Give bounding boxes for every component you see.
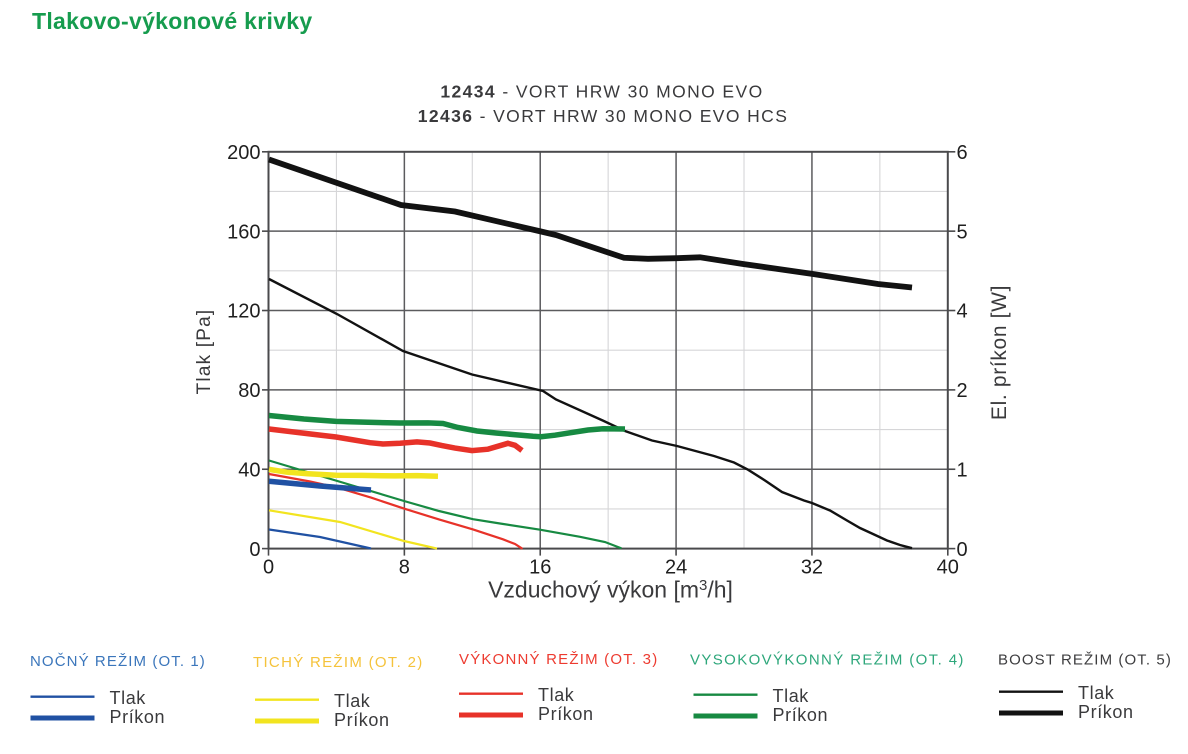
svg-text:El. príkon [W]: El. príkon [W]: [988, 285, 1011, 420]
svg-text:12436 - VORT HRW 30 MONO EVO H: 12436 - VORT HRW 30 MONO EVO HCS: [418, 106, 789, 126]
svg-text:Príkon: Príkon: [110, 707, 166, 727]
svg-text:VYSOKOVÝKONNÝ REŽIM (OT. 4): VYSOKOVÝKONNÝ REŽIM (OT. 4): [690, 652, 965, 669]
svg-text:120: 120: [227, 301, 260, 323]
svg-text:1: 1: [957, 459, 968, 481]
svg-text:Vzduchový výkon [m3/h]: Vzduchový výkon [m3/h]: [488, 577, 733, 603]
svg-text:NOČNÝ REŽIM (OT. 1): NOČNÝ REŽIM (OT. 1): [30, 653, 206, 670]
svg-text:Tlak: Tlak: [334, 691, 371, 711]
svg-text:12434 - VORT HRW 30 MONO EVO: 12434 - VORT HRW 30 MONO EVO: [440, 82, 763, 102]
svg-text:Tlak: Tlak: [773, 686, 810, 706]
svg-text:Príkon: Príkon: [1078, 702, 1134, 722]
svg-text:Tlak: Tlak: [538, 685, 575, 705]
svg-text:24: 24: [665, 557, 687, 579]
svg-text:Tlak [Pa]: Tlak [Pa]: [194, 309, 215, 395]
svg-text:8: 8: [399, 557, 410, 579]
svg-text:VÝKONNÝ REŽIM (OT. 3): VÝKONNÝ REŽIM (OT. 3): [459, 651, 658, 668]
svg-text:160: 160: [227, 221, 260, 243]
svg-text:2: 2: [957, 380, 968, 402]
svg-text:0: 0: [249, 539, 260, 561]
svg-text:Príkon: Príkon: [334, 710, 390, 730]
svg-text:Tlak: Tlak: [1078, 683, 1115, 703]
svg-text:40: 40: [238, 459, 260, 481]
svg-text:4: 4: [957, 301, 968, 323]
svg-text:40: 40: [937, 557, 959, 579]
svg-text:0: 0: [263, 557, 274, 579]
svg-text:32: 32: [801, 557, 823, 579]
svg-text:Príkon: Príkon: [773, 705, 829, 725]
svg-text:TICHÝ REŽIM (OT. 2): TICHÝ REŽIM (OT. 2): [253, 654, 424, 671]
svg-text:0: 0: [957, 539, 968, 561]
svg-text:16: 16: [529, 557, 551, 579]
svg-text:80: 80: [238, 380, 260, 402]
svg-text:200: 200: [227, 142, 260, 164]
svg-text:Príkon: Príkon: [538, 704, 594, 724]
svg-text:BOOST REŽIM (OT. 5): BOOST REŽIM (OT. 5): [998, 652, 1172, 669]
svg-text:6: 6: [957, 142, 968, 164]
svg-text:Tlakovo-výkonové krivky: Tlakovo-výkonové krivky: [32, 8, 312, 34]
svg-text:5: 5: [957, 221, 968, 243]
svg-text:Tlak: Tlak: [110, 688, 147, 708]
